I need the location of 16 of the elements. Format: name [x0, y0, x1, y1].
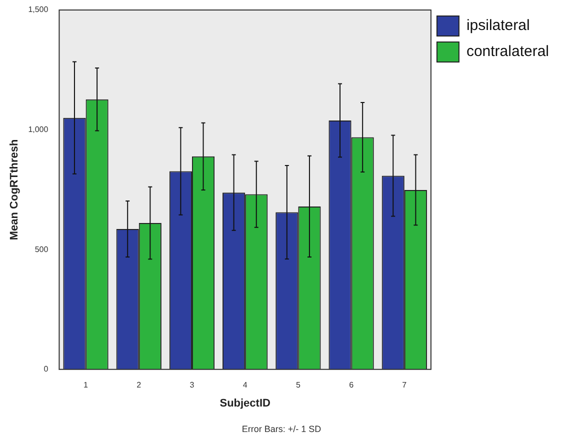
y-tick-label: 1,000 [28, 125, 49, 134]
y-tick-label: 500 [34, 244, 49, 254]
x-axis-title: SubjectID [220, 398, 271, 410]
x-tick-label: 5 [296, 380, 301, 390]
x-tick-label: 7 [402, 380, 408, 390]
y-axis-title: Mean CogRTthresh [8, 139, 21, 240]
legend-label: contralateral [466, 43, 550, 60]
y-tick-label: 0 [44, 364, 49, 374]
y-tick-label: 1,500 [28, 5, 49, 14]
x-tick-label: 3 [190, 380, 195, 390]
x-tick-label: 4 [242, 380, 248, 390]
x-tick-label: 1 [84, 380, 89, 390]
legend-label: ipsilateral [466, 17, 530, 34]
text: Error Bars: +/- 1 SD [242, 424, 322, 434]
x-tick-label: 6 [349, 380, 354, 390]
x-tick-label: 2 [136, 380, 142, 390]
